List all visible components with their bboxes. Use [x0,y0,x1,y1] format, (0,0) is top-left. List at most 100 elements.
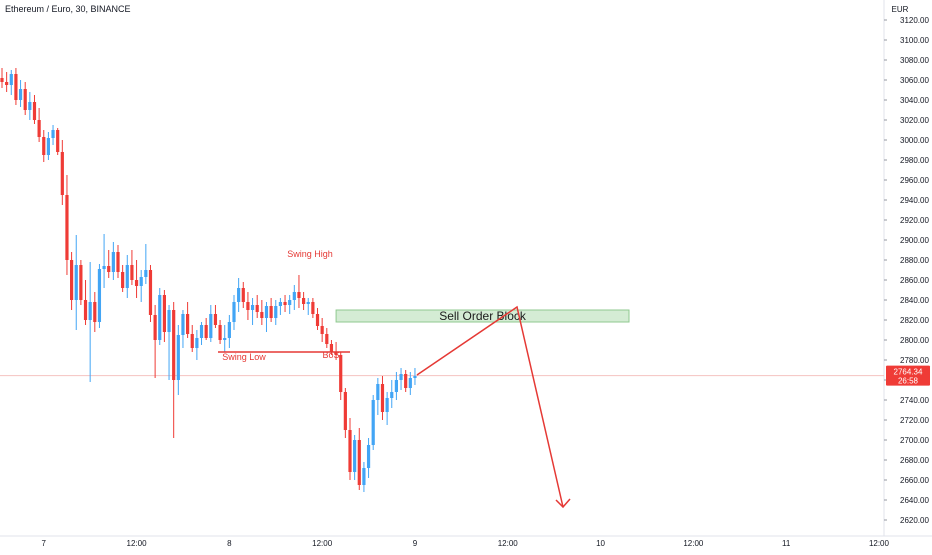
y-tick-label: 2660.00 [900,476,929,485]
x-tick-label: 12:00 [312,539,333,548]
candle-body [125,265,129,288]
y-tick-label: 3080.00 [900,56,929,65]
y-tick-label: 2720.00 [900,416,929,425]
candle-body [408,378,412,388]
x-tick-label: 12:00 [498,539,519,548]
y-tick-label: 3040.00 [900,96,929,105]
candle-body [116,252,120,272]
x-tick-label: 10 [596,539,605,548]
candle-body [153,315,157,340]
candle-body [278,302,282,306]
candle-body [14,74,18,100]
candle-body [223,338,227,340]
candle-body [190,334,194,348]
swing-low-label: Swing Low [222,352,266,362]
candle-body [394,380,398,392]
candle-body [348,430,352,472]
candle-body [399,374,403,380]
candle-body [107,266,111,272]
candle-body [264,306,269,318]
candle-body [23,89,27,110]
sell-order-block-label: Sell Order Block [439,309,527,323]
y-tick-label: 2900.00 [900,236,929,245]
candle-body [9,74,13,85]
x-tick-label: 11 [782,539,791,548]
candle-body [97,269,102,322]
candle-body [56,130,60,152]
projection-arrowhead [555,498,571,509]
candle-body [209,314,213,338]
y-tick-label: 2920.00 [900,216,929,225]
y-tick-label: 3000.00 [900,136,929,145]
candle-body [134,280,139,286]
y-tick-label: 2700.00 [900,436,929,445]
candle-body [5,82,9,85]
x-tick-label: 12:00 [127,539,148,548]
candle-body [162,295,166,332]
candle-body [320,326,324,334]
current-price-tag [886,365,930,386]
candle-body [288,300,292,305]
candle-body [362,468,366,485]
candle-body [260,312,264,318]
y-tick-label: 2840.00 [900,296,929,305]
candle-body [65,195,69,260]
candle-body [195,338,199,348]
candle-body [311,302,315,314]
y-tick-label: 2640.00 [900,496,929,505]
candle-body [227,322,231,338]
candle-body [390,392,394,398]
y-tick-label: 2940.00 [900,196,929,205]
y-tick-label: 2980.00 [900,156,929,165]
candle-body [297,292,301,298]
y-tick-label: 2680.00 [900,456,929,465]
current-price-value: 2764.34 [894,368,923,377]
candle-body [181,314,185,335]
x-tick-label: 12:00 [869,539,890,548]
candle-body [376,384,380,400]
candle-body [148,270,153,315]
candle-body [167,310,171,332]
candle-body [144,270,148,277]
y-tick-label: 3060.00 [900,76,929,85]
candle-body [32,102,37,120]
candle-body [139,277,143,286]
projection-path [416,305,564,508]
candle-body [306,302,310,304]
candle-body [0,78,4,82]
candle-body [283,302,287,305]
candle-body [42,137,46,155]
candle-body [70,260,74,300]
y-tick-label: 3020.00 [900,116,929,125]
candle-body [343,392,347,430]
x-tick-label: 8 [227,539,232,548]
candle-body [339,355,343,392]
chart-title: Ethereum / Euro, 30, BINANCE [5,4,131,14]
candle-body [176,335,180,380]
y-tick-label: 2960.00 [900,176,929,185]
candle-body [60,152,64,195]
candle-countdown: 26:58 [898,377,919,386]
candle-body [158,295,162,340]
candle-body [371,400,375,445]
candle-body [255,305,259,312]
x-tick-label: 7 [42,539,47,548]
candle-body [130,265,134,280]
candle-body [274,306,278,318]
candle-body [413,376,417,378]
currency-label: EUR [892,5,909,14]
candle-body [366,445,371,468]
candle-body [74,265,78,300]
candle-body [186,314,190,334]
candle-body [385,398,389,412]
candle-body [93,302,97,322]
candle-body [315,314,320,326]
candle-body [37,120,41,137]
candle-body [246,302,250,310]
candle-body [329,344,334,352]
y-tick-label: 2860.00 [900,276,929,285]
candle-body [404,374,408,388]
candle-body [199,325,204,338]
